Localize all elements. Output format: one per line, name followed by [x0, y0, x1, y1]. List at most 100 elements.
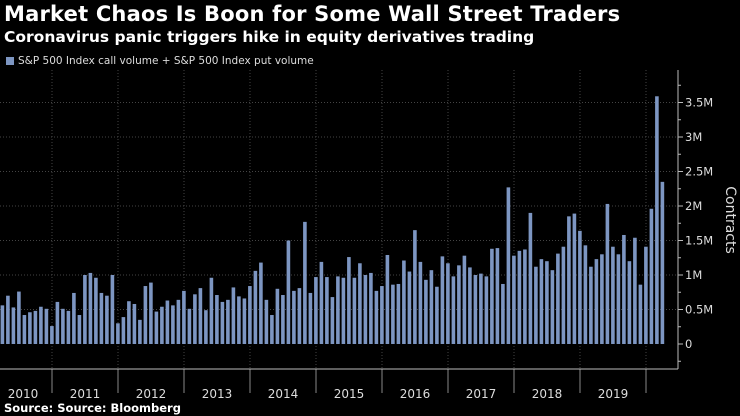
bar [39, 306, 43, 344]
bar [231, 287, 236, 344]
bar [644, 246, 648, 344]
bar [385, 254, 390, 344]
bar [616, 254, 621, 344]
bar [281, 295, 285, 344]
bar [187, 308, 192, 344]
bar [462, 255, 467, 344]
bar [215, 295, 219, 344]
legend-swatch [6, 57, 14, 65]
bar [523, 249, 527, 344]
bar [561, 246, 566, 344]
bar [0, 305, 5, 344]
chart-title: Market Chaos Is Boon for Some Wall Stree… [4, 2, 621, 26]
bar [286, 240, 291, 344]
bar [314, 277, 318, 344]
bar [418, 261, 423, 344]
bar [369, 272, 373, 344]
bar [495, 248, 500, 344]
bar [396, 283, 401, 344]
bar [242, 298, 247, 344]
bar [407, 271, 412, 344]
bar [363, 275, 368, 344]
bar [226, 299, 230, 344]
y-tick-label: 0 [685, 337, 692, 351]
bar [198, 288, 203, 344]
bar [600, 254, 604, 344]
bar [253, 270, 258, 344]
x-tick-label: 2014 [268, 387, 299, 401]
source-note: Source: Source: Bloomberg [4, 401, 181, 415]
bar [446, 263, 450, 344]
bar [358, 263, 362, 344]
bar [171, 305, 175, 344]
bar [528, 212, 533, 344]
bar [138, 319, 142, 344]
bar [649, 208, 654, 344]
bar [11, 307, 16, 344]
bar [341, 277, 346, 344]
bar [264, 299, 269, 344]
bar [50, 326, 54, 344]
bar [501, 283, 505, 344]
bar [94, 277, 98, 344]
y-axis-label: Contracts [722, 186, 738, 254]
bar [160, 306, 164, 344]
y-tick-label: 3.5M [685, 96, 713, 110]
bar [605, 203, 610, 344]
bar [176, 299, 181, 344]
x-tick-label: 2010 [8, 387, 39, 401]
bar [660, 181, 665, 344]
bar [347, 257, 351, 344]
bar [220, 301, 225, 344]
bar [259, 262, 263, 344]
bar [308, 292, 313, 344]
bar [182, 290, 186, 344]
bar [121, 317, 126, 344]
bar [633, 237, 637, 344]
bar [589, 266, 593, 344]
bar [149, 282, 153, 344]
bar [132, 303, 137, 344]
bar [506, 187, 511, 344]
bar [440, 256, 445, 344]
x-tick-label: 2017 [466, 387, 497, 401]
bar [270, 315, 274, 344]
bar [550, 270, 555, 344]
bar [512, 255, 516, 344]
x-tick-label: 2018 [532, 387, 563, 401]
bar [110, 275, 115, 344]
bar [116, 323, 120, 344]
y-tick-label: 1.5M [685, 234, 713, 248]
y-tick-label: 0.5M [685, 303, 713, 317]
bar [248, 286, 252, 344]
bar [127, 301, 131, 344]
bar [61, 308, 65, 344]
bar [429, 270, 434, 344]
bar [556, 253, 560, 344]
bar [105, 295, 109, 344]
bar [578, 230, 582, 344]
bar [435, 286, 439, 344]
bar [594, 259, 599, 344]
chart-subtitle: Coronavirus panic triggers hike in equit… [4, 28, 535, 46]
bar [193, 294, 197, 344]
bar [611, 246, 615, 344]
y-tick-label: 2M [685, 199, 702, 213]
bar [22, 315, 27, 344]
bar [165, 300, 170, 344]
bar [490, 248, 494, 344]
x-tick-label: 2015 [334, 387, 365, 401]
bar [402, 260, 406, 344]
bar [319, 261, 324, 344]
bar [655, 96, 659, 344]
bar [292, 290, 296, 344]
bar [627, 261, 632, 344]
bar [622, 234, 626, 344]
bar [154, 311, 159, 344]
y-tick-label: 1M [685, 268, 702, 282]
bar [209, 277, 214, 344]
bar [380, 286, 384, 344]
legend-label: S&P 500 Index call volume + S&P 500 Inde… [18, 55, 314, 67]
bar [479, 273, 483, 344]
